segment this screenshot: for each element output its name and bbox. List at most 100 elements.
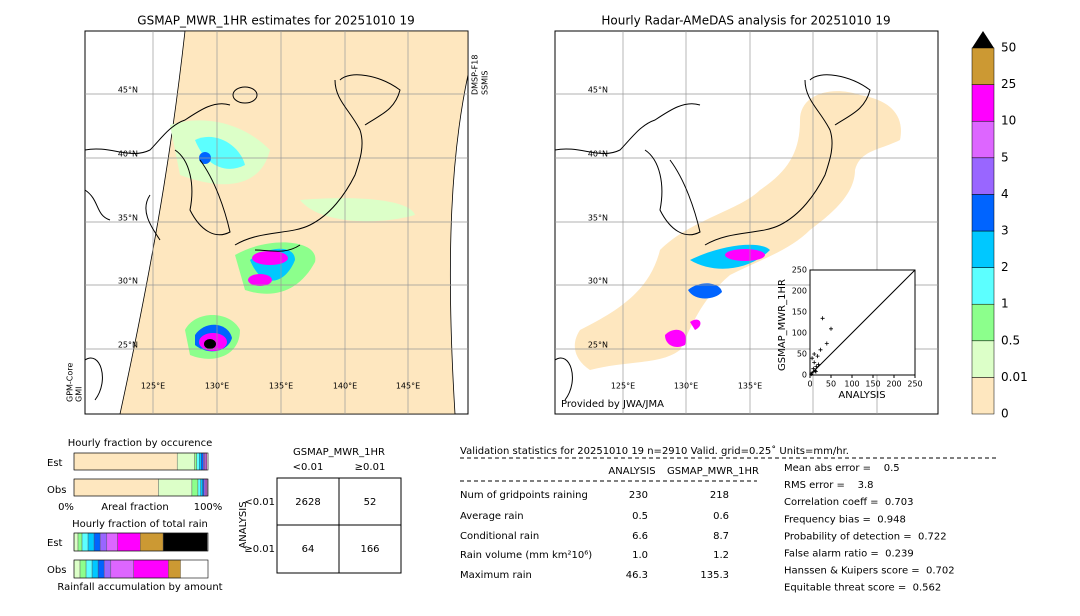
fraction-segment [201,452,204,471]
lon-label: 130°E [674,382,698,391]
fraction-segment [168,559,181,579]
val-value: 0.6 [713,511,729,522]
lon-label: 135°E [738,382,762,391]
inset-ytick: 100 [792,329,807,338]
colorbar-label: 2 [1001,260,1009,274]
fraction-segment [133,559,169,579]
colorbar-label: 50 [1001,41,1016,55]
fraction-segment [73,559,81,579]
lon-label: 135°E [269,382,293,391]
fraction-segment [110,559,134,579]
val-value: 8.7 [713,531,729,542]
ct-row: ≥0.01 [244,544,275,555]
colorbar-segment [971,194,995,232]
colorbar-segment [971,157,995,195]
row-label: Obs [47,485,66,496]
corner-label: GPM-Core [66,363,75,402]
val-value: 1.0 [632,550,648,561]
fraction-segment [203,452,205,471]
fraction-segment [79,559,87,579]
val-label: Num of gridpoints raining [460,490,588,501]
fraction-segment [176,452,195,471]
fraction-segment [91,559,99,579]
right-map [554,30,939,415]
val-col: ANALYSIS [608,466,655,477]
inset-ytick: 50 [797,350,807,359]
colorbar-label: 0 [1001,407,1009,421]
inset-ytick: 0 [802,371,807,380]
fraction-segment [73,532,79,552]
scatter-point [816,362,821,367]
right-title: Hourly Radar-AMeDAS analysis for 2025101… [601,14,890,28]
corner-label: GMI [75,387,84,402]
inset-xtick: 200 [886,380,901,389]
val-value: 1.2 [713,550,729,561]
lat-label: 45°N [588,86,608,95]
ct-row-title: ANALYSIS [238,501,249,548]
score: Equitable threat score = 0.562 [784,583,941,594]
inset-ytick: 150 [792,308,807,317]
val-value: 0.5 [632,511,648,522]
fraction-segment [199,452,202,471]
fraction-segment [206,478,208,497]
bar-frame [73,478,209,497]
val-value: 6.6 [632,531,648,542]
lat-label: 45°N [118,86,138,95]
scatter-point [813,368,818,373]
colorbar-segment [971,47,995,85]
fraction-segment [197,478,201,497]
colorbar-label: 4 [1001,187,1009,201]
val-value: 218 [710,490,729,501]
colorbar-segment [971,230,995,268]
fraction-segment [73,452,178,471]
lat-label: 30°N [588,277,608,286]
axis-label: 0% [58,502,74,513]
scatter-point [818,347,823,352]
scatter-point [810,370,815,375]
bar-frame [73,452,209,471]
val-value: 46.3 [626,570,648,581]
lon-label: 130°E [205,382,229,391]
val-value: 135.3 [700,570,729,581]
inset-ytick: 200 [792,287,807,296]
fraction-segment [202,478,205,497]
fraction-segment [81,532,89,552]
dynamic: 45°N 40°N 35°N 30°N 25°N 125°E 130°E 135°E 140°E… [73,31,1028,594]
colorbar-segment [971,84,995,122]
val-label: Conditional rain [460,531,539,542]
score: Mean abs error = 0.5 [784,463,900,474]
scatter-point [812,352,817,356]
lat-label: 25°N [588,341,608,350]
left-map [84,30,469,415]
axis-label: 100% [194,502,223,513]
fraction-segment [106,532,118,552]
fraction-segment [196,452,200,471]
fraction-segment [117,532,141,552]
scatter-point [820,316,825,321]
fraction-segment [140,532,164,552]
lon-label: 125°E [141,382,165,391]
row-label: Est [47,458,63,469]
lon-label: 125°E [611,382,635,391]
ct-cell: 64 [302,544,315,555]
inset-xtick: 100 [844,380,859,389]
ct-cell: 166 [360,544,379,555]
colorbar-label: 10 [1001,114,1016,128]
inset-xlabel: ANALYSIS [838,390,885,401]
fraction-segment [103,559,112,579]
side-label: DMSP-F18 [471,55,480,95]
colorbar-label: 0.01 [1001,370,1028,384]
scatter-point [811,366,816,371]
score: Frequency bias = 0.948 [784,514,906,525]
fraction-segment [87,532,95,552]
fraction-segment [158,478,193,497]
colorbar-label: 3 [1001,224,1009,238]
scatter-point [829,326,833,331]
lat-label: 25°N [118,341,138,350]
colorbar-label: 25 [1001,77,1016,91]
fraction-segment [162,532,208,552]
val-value: 230 [629,490,648,501]
scatter-point [810,356,815,361]
rain-title: Hourly fraction of total rain [72,519,208,530]
